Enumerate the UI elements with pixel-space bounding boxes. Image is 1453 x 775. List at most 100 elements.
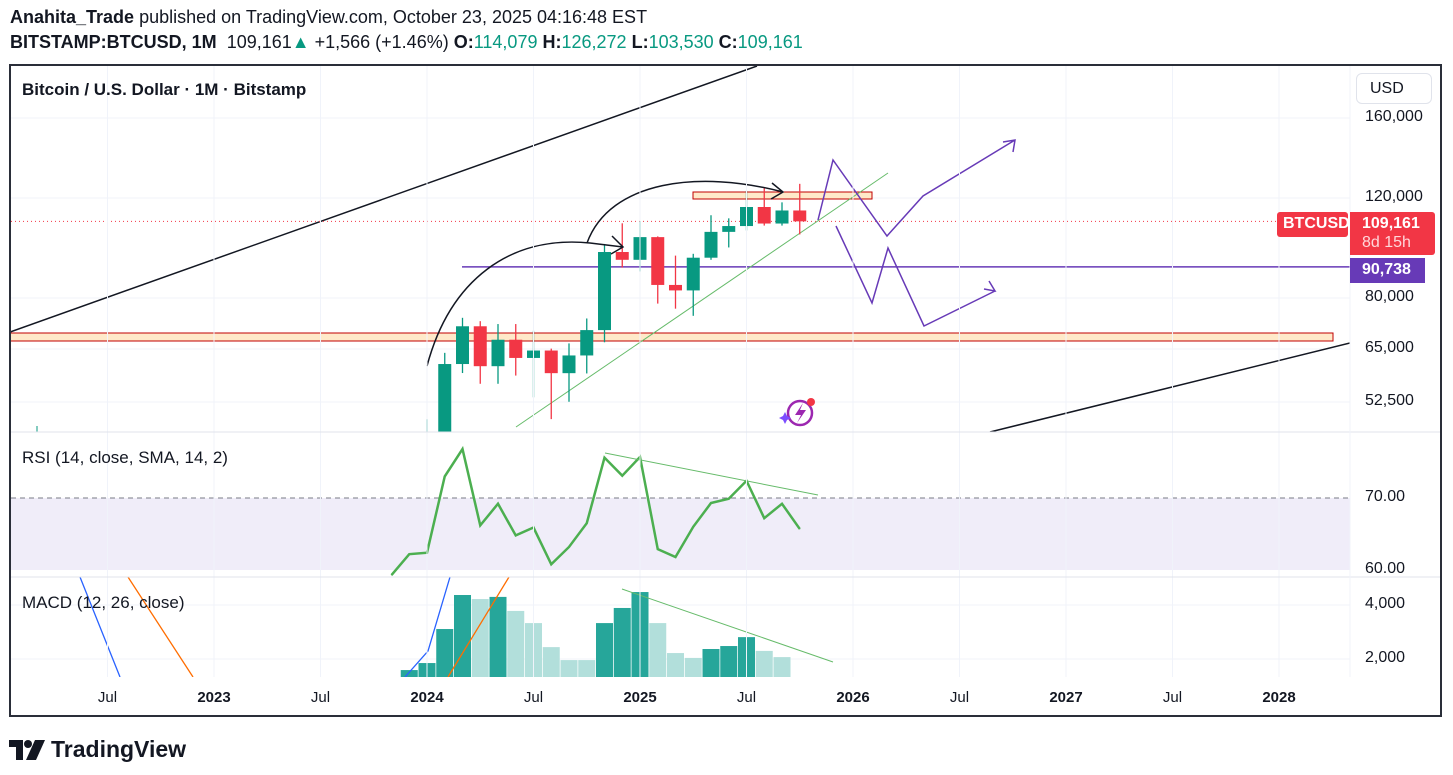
rsi-point <box>781 503 783 505</box>
macd-histogram-bar <box>684 657 702 677</box>
rsi-line <box>390 445 801 576</box>
macd-histogram-bar <box>454 595 471 677</box>
macd-histogram-bar <box>596 623 613 677</box>
rsi-point <box>621 475 623 477</box>
support-zone <box>11 332 1334 342</box>
macd-pane <box>11 577 1350 677</box>
currency-button[interactable]: USD <box>1356 73 1432 104</box>
change: +1,566 (+1.46%) <box>314 32 449 52</box>
candle-body <box>615 252 629 260</box>
low-label: L: <box>631 32 649 52</box>
time-axis-label: 2027 <box>1049 689 1083 706</box>
time-axis-label: 2024 <box>410 689 444 706</box>
rsi-point <box>550 563 552 565</box>
rsi-point <box>479 524 481 526</box>
price-axis-label: 80,000 <box>1365 288 1414 305</box>
projection-path-bull <box>817 139 1016 238</box>
support-trendline <box>515 172 889 428</box>
chart-frame <box>9 64 1442 717</box>
candle-body <box>669 284 682 291</box>
macd-histogram-bar <box>755 650 773 677</box>
macd-title: MACD (12, 26, close) <box>22 593 185 612</box>
rsi-band <box>11 498 1350 570</box>
icon-sparkle <box>779 412 791 424</box>
rsi-point <box>408 553 410 555</box>
rsi-point <box>710 502 712 504</box>
time-axis-label: Jul <box>1162 689 1183 706</box>
projection-path-bear <box>835 225 997 328</box>
time-axis-label: 2025 <box>623 689 657 706</box>
macd-line <box>79 577 121 677</box>
candle-body <box>491 339 505 367</box>
open-label: O: <box>453 32 474 52</box>
time-axis-label: Jul <box>310 689 331 706</box>
candle-body <box>793 210 807 222</box>
rsi-axis-label: 60.00 <box>1365 560 1406 577</box>
last-price-label: 109,161 8d 15h <box>1350 212 1435 255</box>
macd-axis-label: 2,000 <box>1365 649 1406 666</box>
candle-body <box>722 226 736 232</box>
macd-histogram-bar <box>720 646 738 677</box>
rsi-point <box>799 528 801 530</box>
macd-histogram-bar <box>489 596 507 677</box>
rsi-point <box>657 548 659 550</box>
rsi-point <box>692 526 694 528</box>
time-axis-label: 2023 <box>197 689 231 706</box>
rsi-point <box>568 546 570 548</box>
up-triangle-icon: ▲ <box>291 32 310 52</box>
hline-price-label: 90,738 <box>1350 258 1425 283</box>
icon-ring <box>786 399 814 427</box>
rsi-point <box>675 556 676 558</box>
macd-histogram-bar <box>613 607 631 677</box>
symbol-price-label: BTCUSD <box>1277 212 1350 237</box>
candle-body <box>544 350 558 374</box>
candle-body <box>473 326 487 367</box>
candle-body <box>651 237 665 285</box>
low-value: 103,530 <box>648 32 714 52</box>
candle-body <box>775 210 789 224</box>
candle-body <box>580 330 594 356</box>
time-axis-label: Jul <box>523 689 544 706</box>
trendline-upper <box>11 66 758 333</box>
tradingview-logo-icon <box>9 739 45 760</box>
price-axis-label: 52,500 <box>1365 392 1414 409</box>
macd-histogram-bar <box>436 629 454 677</box>
trendline-lower <box>989 342 1350 432</box>
rsi-axis-label: 70.00 <box>1365 488 1406 505</box>
macd-axis-label: 4,000 <box>1365 595 1406 612</box>
rsi-point <box>444 475 446 477</box>
high-value: 126,272 <box>561 32 627 52</box>
candle-body <box>704 231 718 258</box>
candle-body <box>562 355 576 374</box>
rsi-pane <box>11 445 1350 576</box>
arc-arrow-2 <box>586 180 785 244</box>
time-axis-label: Jul <box>97 689 118 706</box>
candle-body <box>509 339 523 358</box>
rsi-point <box>763 517 765 519</box>
bar-countdown: 8d 15h <box>1362 234 1411 251</box>
logo-text: TradingView <box>51 736 187 762</box>
macd-histogram-bar <box>773 657 791 677</box>
macd-histogram-bar <box>702 649 720 677</box>
macd-histogram-bar <box>667 653 684 677</box>
macd-histogram-bar <box>649 623 667 677</box>
author[interactable]: Anahita_Trade <box>10 7 135 27</box>
last-price-value: 109,161 <box>1362 215 1420 232</box>
last-price: 109,161 <box>226 32 292 52</box>
macd-trendline <box>621 588 834 663</box>
rsi-point <box>391 574 392 576</box>
time-axis-label: Jul <box>736 689 757 706</box>
tradingview-logo[interactable]: TradingView <box>9 736 186 763</box>
chart-title: Bitcoin / U.S. Dollar · 1M · Bitstamp <box>22 80 307 99</box>
macd-histogram-bar <box>507 610 525 677</box>
open-value: 114,079 <box>473 32 538 52</box>
rsi-point <box>586 522 588 524</box>
high-label: H: <box>542 32 562 52</box>
price-pane <box>11 66 1350 432</box>
signal-line <box>127 577 194 677</box>
rsi-point <box>728 498 730 500</box>
macd-histogram-bar <box>400 670 418 677</box>
candle-body <box>438 364 452 432</box>
time-axis-label: Jul <box>949 689 970 706</box>
